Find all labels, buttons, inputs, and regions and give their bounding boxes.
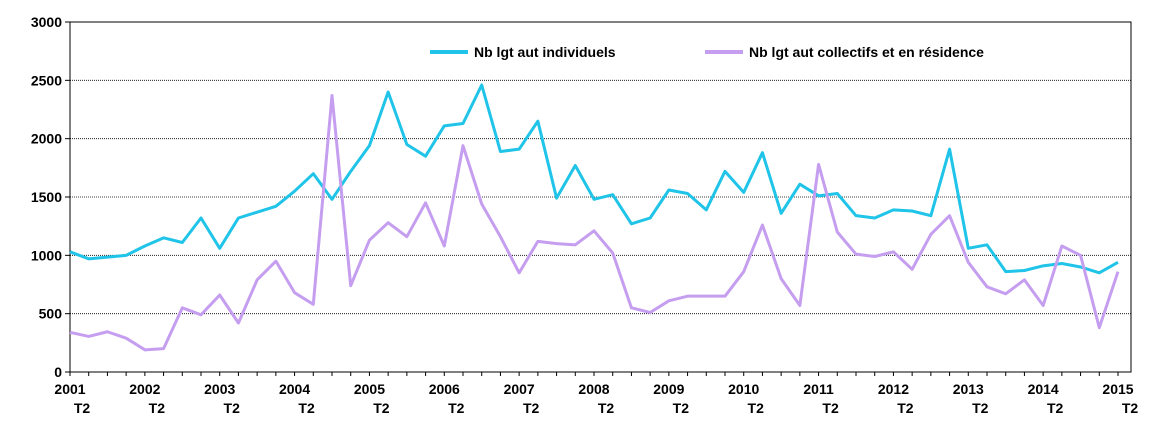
plot-frame xyxy=(69,21,1132,373)
x-tick-label: 2014 xyxy=(1028,381,1059,397)
x-tick-label: 2012 xyxy=(878,381,909,397)
x-tick-sublabel: T2 xyxy=(972,400,989,416)
x-tick-sublabel: T2 xyxy=(448,400,465,416)
legend-label: Nb lgt aut collectifs et en résidence xyxy=(749,44,984,60)
y-tick-label: 2000 xyxy=(31,131,62,147)
x-tick-label: 2004 xyxy=(279,381,310,397)
x-tick-label: 2009 xyxy=(653,381,684,397)
x-tick-label: 2011 xyxy=(803,381,834,397)
y-tick-label: 2500 xyxy=(31,72,62,88)
x-tick-label: 2002 xyxy=(129,381,160,397)
x-tick-sublabel: T2 xyxy=(897,400,914,416)
x-tick-label: 2006 xyxy=(429,381,460,397)
y-tick-label: 1000 xyxy=(31,247,62,263)
line-series xyxy=(69,94,1120,352)
y-tick-label: 0 xyxy=(54,364,62,380)
x-tick-label: 2005 xyxy=(354,381,385,397)
x-tick-sublabel: T2 xyxy=(822,400,839,416)
y-tick-label: 3000 xyxy=(31,14,62,30)
x-tick-sublabel: T2 xyxy=(74,400,91,416)
legend-label: Nb lgt aut individuels xyxy=(474,44,616,60)
x-tick-sublabel: T2 xyxy=(298,400,315,416)
x-tick-sublabel: T2 xyxy=(224,400,241,416)
x-tick-label: 2013 xyxy=(953,381,984,397)
x-tick-sublabel: T2 xyxy=(523,400,540,416)
x-tick-label: 2007 xyxy=(504,381,535,397)
x-tick-sublabel: T2 xyxy=(673,400,690,416)
x-tick-sublabel: T2 xyxy=(1122,400,1139,416)
x-tick-sublabel: T2 xyxy=(1047,400,1064,416)
x-tick-sublabel: T2 xyxy=(598,400,615,416)
x-tick-label: 2015 xyxy=(1102,381,1133,397)
x-tick-sublabel: T2 xyxy=(149,400,166,416)
y-tick-label: 500 xyxy=(39,306,63,322)
x-tick-label: 2003 xyxy=(204,381,235,397)
y-tick-label: 1500 xyxy=(31,189,62,205)
x-tick-label: 2008 xyxy=(578,381,609,397)
x-tick-label: 2001 xyxy=(54,381,85,397)
line-series xyxy=(69,83,1119,275)
x-tick-label: 2010 xyxy=(728,381,759,397)
x-tick-sublabel: T2 xyxy=(373,400,390,416)
x-tick-sublabel: T2 xyxy=(748,400,765,416)
